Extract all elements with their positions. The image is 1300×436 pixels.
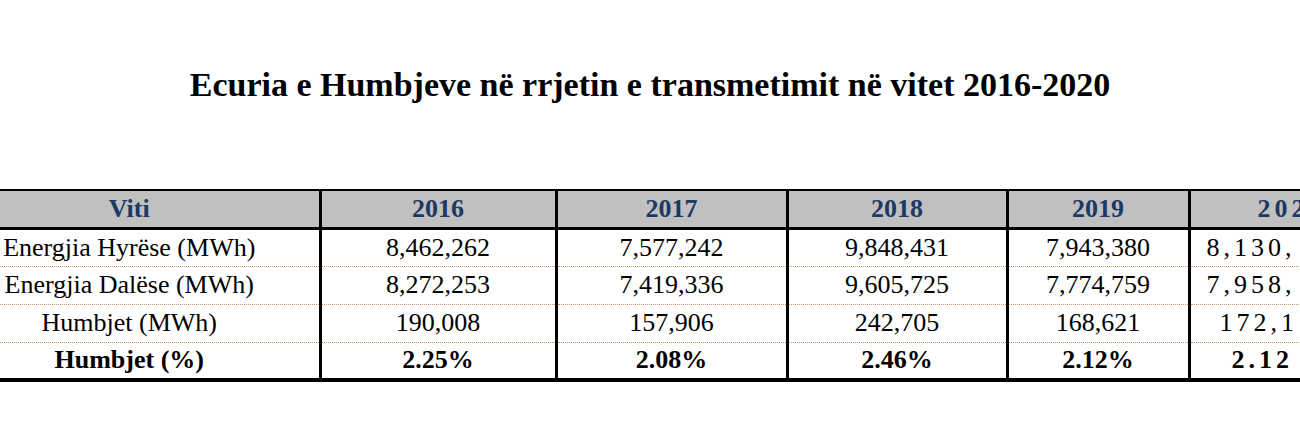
header-2016: 2016 <box>320 190 556 228</box>
cell-value: 2.08% <box>556 342 787 380</box>
cell-value-clipped: 172,1 <box>1189 304 1300 342</box>
row-label: Humbjet (%) <box>0 342 320 380</box>
cell-value: 242,705 <box>787 304 1007 342</box>
cell-value: 9,848,431 <box>787 228 1007 266</box>
header-2018: 2018 <box>787 190 1007 228</box>
header-viti: Viti <box>0 190 320 228</box>
table-header-row: Viti 2016 2017 2018 2019 202 <box>0 190 1300 228</box>
header-2019: 2019 <box>1007 190 1189 228</box>
row-label: Energjia Dalëse (MWh) <box>0 266 320 304</box>
cell-value: 7,577,242 <box>556 228 787 266</box>
cell-value: 7,774,759 <box>1007 266 1189 304</box>
cell-value: 7,943,380 <box>1007 228 1189 266</box>
cell-value-clipped: 2.12 <box>1189 342 1300 380</box>
cell-value: 8,272,253 <box>320 266 556 304</box>
header-2020-clipped: 202 <box>1189 190 1300 228</box>
transmission-losses-table: Viti 2016 2017 2018 2019 202 Energjia Hy… <box>0 189 1300 382</box>
cell-value: 190,008 <box>320 304 556 342</box>
table-row-humbjet-pct: Humbjet (%) 2.25% 2.08% 2.46% 2.12% 2.12 <box>0 342 1300 380</box>
cell-value: 9,605,725 <box>787 266 1007 304</box>
cell-value: 168,621 <box>1007 304 1189 342</box>
row-label: Energjia Hyrëse (MWh) <box>0 228 320 266</box>
cell-value-clipped: 7,958, <box>1189 266 1300 304</box>
row-label: Humbjet (MWh) <box>0 304 320 342</box>
header-2017: 2017 <box>556 190 787 228</box>
table-row-humbjet-mwh: Humbjet (MWh) 190,008 157,906 242,705 16… <box>0 304 1300 342</box>
cell-value: 2.46% <box>787 342 1007 380</box>
table-row-energjia-hyrese: Energjia Hyrëse (MWh) 8,462,262 7,577,24… <box>0 228 1300 266</box>
cell-value-clipped: 8,130, <box>1189 228 1300 266</box>
page-title: Ecuria e Humbjeve në rrjetin e transmeti… <box>0 66 1300 104</box>
table-row-energjia-dalese: Energjia Dalëse (MWh) 8,272,253 7,419,33… <box>0 266 1300 304</box>
cell-value: 8,462,262 <box>320 228 556 266</box>
cell-value: 2.25% <box>320 342 556 380</box>
cell-value: 7,419,336 <box>556 266 787 304</box>
cell-value: 2.12% <box>1007 342 1189 380</box>
cell-value: 157,906 <box>556 304 787 342</box>
